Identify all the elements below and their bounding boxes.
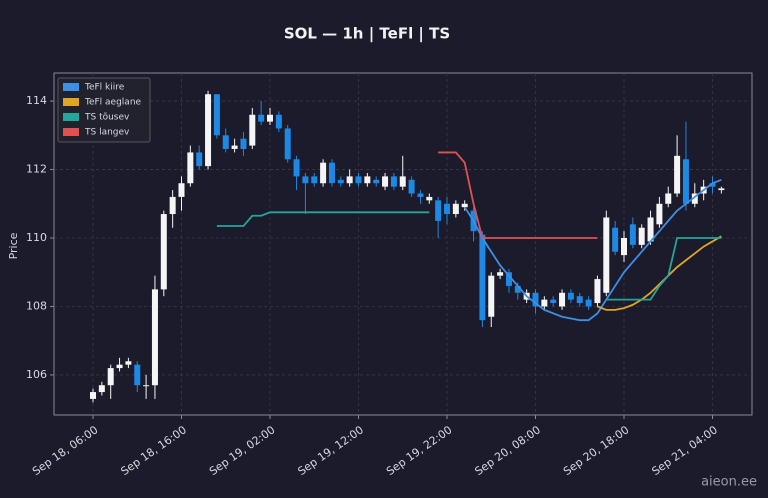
candle-body: [364, 176, 371, 184]
line-series: [463, 178, 722, 322]
candle-body: [444, 203, 450, 215]
legend-box: [57, 77, 151, 143]
candle-body: [284, 128, 291, 160]
candle-body: [390, 176, 397, 187]
candle-body: [629, 224, 636, 245]
candle-body: [559, 292, 566, 307]
candle-body: [674, 155, 681, 194]
candle-body: [258, 114, 265, 122]
candle-body: [603, 217, 610, 293]
legend-label: TeFl kiire: [84, 83, 125, 93]
candle-body: [497, 272, 504, 276]
candle-body: [621, 238, 627, 256]
candle-body: [399, 176, 406, 187]
candle-body: [116, 364, 123, 369]
candle-body: [346, 176, 353, 184]
candle-body: [373, 179, 380, 184]
candle-body: [718, 188, 725, 191]
candle-body: [514, 285, 521, 293]
line-series: [216, 211, 430, 227]
candle-body: [293, 159, 300, 177]
candle-body: [302, 176, 309, 184]
watermark: aieon.ee: [701, 475, 757, 490]
candle-body: [541, 299, 548, 307]
candle-body: [196, 152, 203, 167]
candle-body: [691, 193, 698, 204]
line-series: [597, 235, 722, 311]
candle-body: [134, 364, 141, 386]
candle-body: [151, 289, 158, 386]
candle-body: [550, 299, 557, 304]
candle-body: [187, 152, 194, 184]
legend-swatch: [63, 113, 79, 121]
y-tick-label: 114: [26, 94, 47, 107]
candle-body: [249, 114, 256, 146]
legend-label: TeFl aeglane: [84, 98, 142, 108]
legend-swatch: [63, 98, 79, 106]
candle-body: [320, 162, 327, 184]
y-tick-label: 108: [26, 299, 47, 312]
candle-body: [435, 200, 442, 221]
candle-body: [532, 292, 539, 307]
candle-body: [143, 385, 150, 387]
chart-title: SOL — 1h | TeFl | TS: [284, 25, 450, 44]
candle-body: [612, 227, 619, 252]
line-series: [438, 151, 598, 239]
y-tick-label: 112: [26, 163, 47, 176]
candle-body: [594, 279, 601, 304]
candle-body: [452, 203, 459, 215]
legend-swatch: [63, 128, 79, 136]
candle-body: [275, 114, 282, 129]
candle-body: [205, 94, 212, 167]
candle-body: [576, 296, 583, 304]
candle-body: [665, 193, 672, 204]
candle-body: [178, 183, 185, 197]
candle-body: [90, 392, 96, 399]
line-series: [606, 237, 722, 301]
legend-swatch: [63, 83, 79, 91]
y-tick-label: 106: [26, 368, 47, 381]
candle-body: [267, 114, 273, 122]
candle-body: [709, 183, 716, 187]
candle-body: [125, 361, 132, 365]
candle-body: [337, 179, 344, 184]
candle-body: [160, 214, 167, 290]
candle-body: [647, 217, 654, 242]
y-axis-label: Price: [7, 232, 20, 259]
candle-body: [656, 203, 663, 225]
candle-body: [567, 292, 574, 300]
candle-body: [585, 299, 592, 307]
candle-body: [328, 162, 335, 184]
candle-body: [638, 227, 645, 245]
candle-body: [461, 203, 468, 208]
candle-body: [240, 138, 247, 149]
candle-body: [382, 176, 389, 187]
candle-body: [355, 176, 362, 184]
candle-body: [222, 135, 229, 149]
y-tick-label: 110: [26, 231, 47, 244]
candle-body: [479, 234, 486, 321]
candle-body: [107, 368, 114, 386]
candle-body: [213, 94, 220, 136]
candle-body: [408, 179, 415, 194]
candle-body: [682, 159, 689, 204]
candle-body: [417, 193, 424, 197]
legend-label: TS tõusev: [84, 113, 130, 123]
candle-body: [98, 385, 105, 393]
candle-body: [426, 196, 433, 201]
candle-body: [231, 145, 238, 149]
candle-body: [488, 275, 495, 317]
legend-label: TS langev: [84, 128, 130, 138]
candle-body: [505, 272, 512, 286]
candle-body: [169, 196, 176, 215]
candle-body: [311, 176, 318, 184]
legend: TeFl kiire TeFl aeglane TS tõusev TS langev: [57, 77, 151, 143]
